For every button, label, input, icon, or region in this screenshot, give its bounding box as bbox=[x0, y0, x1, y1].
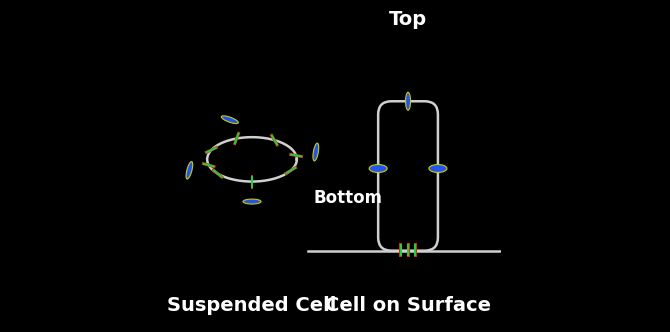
FancyBboxPatch shape bbox=[202, 162, 216, 168]
FancyBboxPatch shape bbox=[284, 166, 297, 175]
FancyBboxPatch shape bbox=[290, 153, 302, 157]
FancyBboxPatch shape bbox=[202, 163, 215, 168]
Text: Top: Top bbox=[389, 10, 427, 29]
Bar bbox=[400, 244, 402, 256]
Text: Bottom: Bottom bbox=[314, 189, 383, 208]
FancyBboxPatch shape bbox=[251, 175, 253, 189]
FancyBboxPatch shape bbox=[206, 146, 217, 153]
FancyBboxPatch shape bbox=[251, 176, 253, 188]
Text: Suspended Cell: Suspended Cell bbox=[168, 296, 337, 315]
FancyBboxPatch shape bbox=[233, 131, 241, 145]
Ellipse shape bbox=[186, 162, 193, 179]
Bar bbox=[407, 244, 409, 256]
Bar bbox=[399, 243, 402, 257]
FancyBboxPatch shape bbox=[271, 134, 278, 146]
FancyBboxPatch shape bbox=[204, 146, 218, 154]
Bar bbox=[414, 243, 417, 257]
FancyBboxPatch shape bbox=[211, 168, 224, 179]
FancyBboxPatch shape bbox=[269, 133, 279, 147]
Ellipse shape bbox=[243, 199, 261, 204]
FancyBboxPatch shape bbox=[289, 153, 304, 158]
Bar bbox=[414, 244, 416, 256]
FancyBboxPatch shape bbox=[234, 132, 240, 144]
FancyBboxPatch shape bbox=[212, 169, 223, 178]
Ellipse shape bbox=[313, 143, 319, 161]
Ellipse shape bbox=[429, 165, 447, 172]
FancyBboxPatch shape bbox=[285, 167, 297, 174]
Bar bbox=[407, 243, 409, 257]
Text: Cell on Surface: Cell on Surface bbox=[325, 296, 491, 315]
Ellipse shape bbox=[221, 116, 239, 124]
Ellipse shape bbox=[405, 92, 411, 110]
Ellipse shape bbox=[369, 165, 387, 172]
